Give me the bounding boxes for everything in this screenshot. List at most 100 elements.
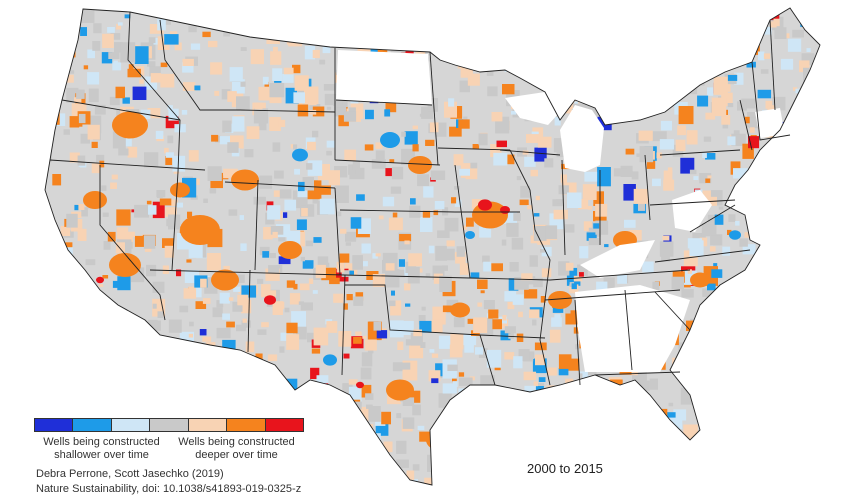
county-cell [780,58,794,70]
county-cell [735,408,744,416]
county-cell [347,10,356,19]
county-cell [690,444,705,461]
county-cell [707,87,714,96]
county-cell [268,265,280,273]
deeper-cluster [112,111,148,139]
county-cell [355,479,361,485]
county-cell [340,18,351,28]
county-cell [566,89,577,98]
county-cell [65,315,71,319]
county-cell [129,382,138,389]
county-cell [69,70,75,74]
county-cell [236,385,244,391]
county-cell [705,112,716,120]
county-cell [806,78,817,90]
county-cell [791,247,799,255]
county-cell [148,37,156,44]
county-cell [725,342,733,350]
county-cell [437,230,450,238]
county-cell [556,151,564,158]
county-cell [820,170,830,176]
county-cell [594,395,601,404]
county-cell [87,124,100,140]
county-cell [257,278,264,284]
county-cell [772,301,777,306]
county-cell [618,408,633,419]
county-cell [748,136,760,149]
county-cell [721,47,728,51]
county-cell [738,394,749,408]
county-cell [282,74,294,83]
southeast-no-data [575,285,690,372]
county-cell [116,23,121,30]
county-cell [799,103,810,110]
county-cell [283,212,288,218]
county-cell [232,301,243,312]
county-cell [624,219,636,228]
boundary-ky-tn [549,269,691,281]
county-cell [402,417,415,429]
county-cell [385,168,396,177]
county-cell [223,168,238,179]
county-cell [675,55,690,70]
county-cell [587,401,593,405]
county-cell [385,100,397,113]
county-cell [312,290,318,294]
county-cell [150,320,161,331]
vermont-nh-no-data [755,108,785,138]
county-cell [401,482,411,485]
county-cell [638,429,650,438]
county-cell [554,38,569,56]
county-cell [240,81,246,87]
county-cell [723,464,729,471]
county-cell [87,72,100,85]
county-cell [752,459,762,469]
county-cell [338,442,344,446]
county-cell [417,174,429,187]
county-cell [773,327,789,342]
county-cell [62,408,68,413]
county-cell [603,277,615,293]
county-cell [45,251,57,268]
strong-deeper-hotspot [356,381,364,389]
county-cell [486,38,491,43]
county-cell [102,33,114,48]
strong-deeper-hotspot [96,276,104,284]
county-cell [57,247,73,258]
county-cell [607,85,614,90]
county-cell [816,433,820,445]
county-cell [179,331,194,345]
county-cell [679,8,692,17]
county-cell [588,205,593,210]
county-cell [405,303,411,307]
county-cell [689,240,704,257]
county-cell [93,23,102,34]
county-cell [348,107,356,114]
county-cell [806,229,820,248]
county-cell [623,184,636,201]
deeper-cluster [211,269,239,291]
county-cell [554,117,561,126]
county-cell [237,294,249,306]
county-cell [355,292,364,301]
county-cell [349,167,365,180]
county-cell [434,122,447,137]
county-cell [352,255,363,270]
county-cell [431,353,439,358]
county-cell [397,341,404,350]
county-cell [550,454,556,460]
county-cell [827,112,838,124]
county-cell [129,361,141,372]
county-cell [478,348,488,358]
county-cell [127,231,135,237]
county-cell [782,386,794,399]
county-cell [540,296,546,303]
county-cell [483,261,492,272]
county-cell [725,25,737,42]
county-cell [499,461,507,467]
county-cell [617,437,630,451]
county-cell [558,368,569,376]
county-cell [85,259,96,266]
county-cell [162,265,169,274]
county-cell [540,249,545,253]
